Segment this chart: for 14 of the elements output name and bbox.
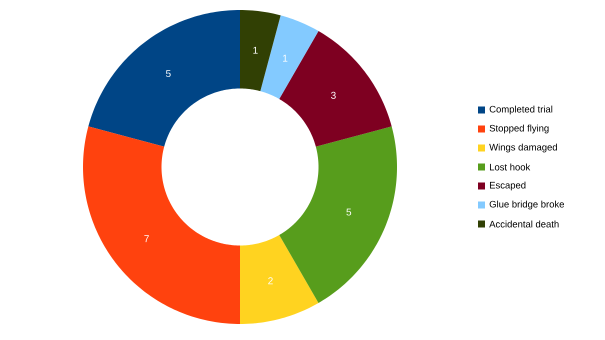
data-label: 1 — [283, 54, 288, 62]
legend-label: Lost hook — [490, 164, 530, 170]
data-label: 5 — [166, 70, 171, 78]
data-label: 5 — [346, 208, 352, 216]
legend-label: Completed trial — [490, 106, 552, 114]
legend-label: Accidental death — [489, 220, 559, 228]
data-label: 3 — [331, 92, 336, 99]
data-label: 1 — [253, 46, 258, 54]
data-label: 7 — [144, 235, 149, 242]
legend-label: Wings damaged — [489, 144, 557, 152]
legend-label: Glue bridge broke — [490, 200, 564, 210]
legend-label: Stopped flying — [490, 124, 549, 134]
data-label: 2 — [268, 277, 273, 284]
legend-label: Escaped — [490, 182, 526, 190]
